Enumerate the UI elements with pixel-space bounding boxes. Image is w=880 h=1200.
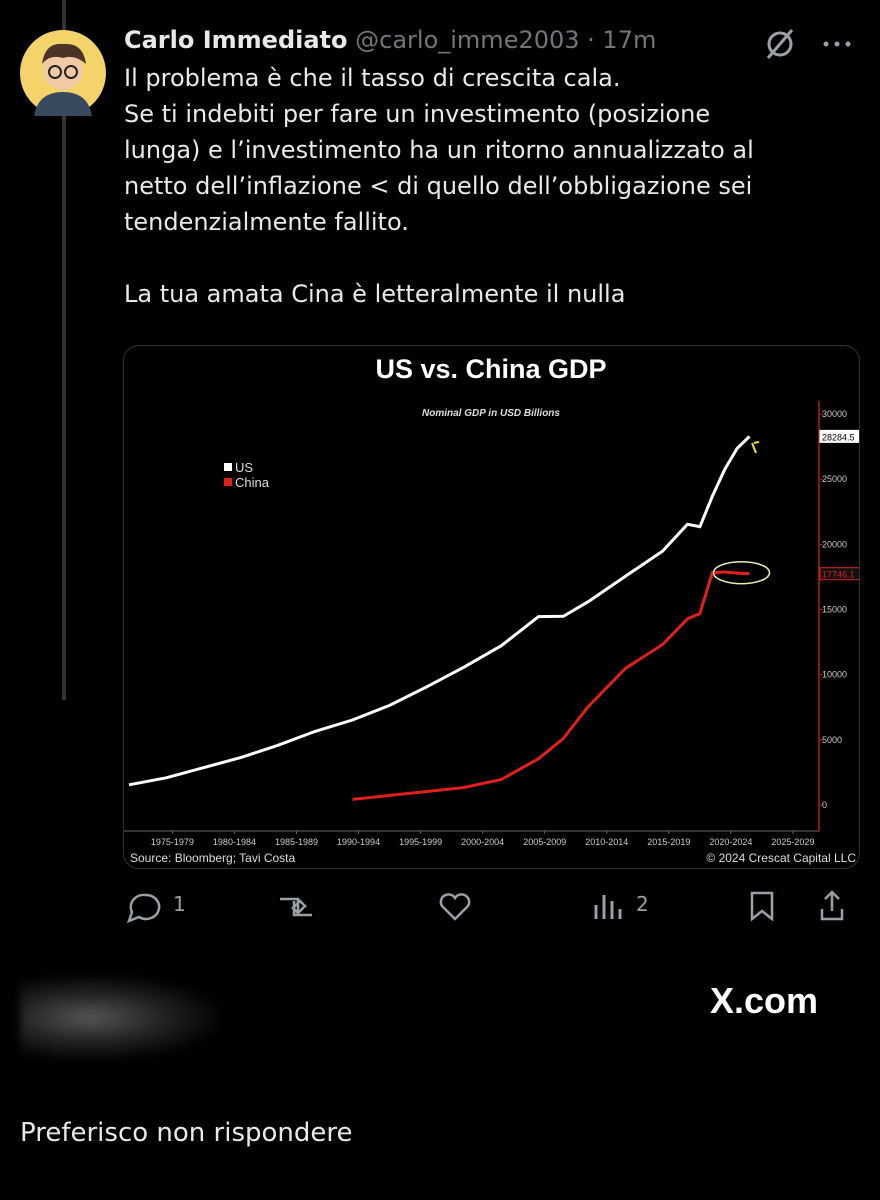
chart-source: Source: Bloomberg; Tavi Costa [130, 851, 296, 865]
end-label: 17746.1 [822, 570, 855, 580]
text-line: lunga) e l’investimento ha un ritorno an… [124, 136, 754, 164]
avatar[interactable] [20, 30, 106, 116]
tweet-image[interactable]: US vs. China GDP Nominal GDP in USD Bill… [123, 345, 860, 869]
x-tick-label: 2010-2014 [585, 837, 628, 847]
chart-title: US vs. China GDP [375, 354, 606, 384]
y-tick-label: 25000 [822, 474, 847, 484]
y-tick-label: 0 [822, 800, 827, 810]
y-tick-label: 5000 [822, 735, 842, 745]
text-line: tendenzialmente fallito. [124, 208, 409, 236]
x-tick-label: 2020-2024 [709, 837, 752, 847]
series-line [352, 570, 750, 801]
handle[interactable]: @carlo_imme2003 [355, 26, 580, 54]
tweet-header: Carlo Immediato @carlo_imme2003 · 17m [124, 26, 656, 54]
y-tick-label: 10000 [822, 670, 847, 680]
text-line: La tua amata Cina è letteralmente il nul… [124, 280, 626, 308]
x-tick-label: 1985-1989 [275, 837, 318, 847]
legend-label: China [235, 475, 270, 490]
watermark: X.com [710, 980, 819, 1021]
chart-subtitle: Nominal GDP in USD Billions [422, 408, 560, 419]
highlight [712, 560, 771, 585]
like-button[interactable] [439, 893, 471, 921]
end-label-box [819, 567, 859, 581]
tweet-text: Il problema è che il tasso di crescita c… [124, 60, 754, 312]
thread-line [62, 0, 66, 700]
end-label-box [819, 429, 859, 443]
x-tick-label: 2005-2009 [523, 837, 566, 847]
legend-label: US [235, 460, 253, 475]
chart-copyright: © 2024 Crescat Capital LLC [706, 851, 856, 865]
header-icons[interactable] [760, 28, 860, 60]
y-tick-label: 30000 [822, 409, 847, 419]
views-button[interactable] [594, 895, 622, 919]
y-tick-label: 15000 [822, 604, 847, 614]
text-line: netto dell’inflazione < di quello dell’o… [124, 172, 753, 200]
x-tick-label: 2025-2029 [771, 837, 814, 847]
legend-swatch [224, 478, 232, 486]
x-tick-label: 2015-2019 [647, 837, 690, 847]
reply-count: 1 [173, 892, 186, 916]
end-label: 28284.5 [822, 432, 855, 442]
legend-swatch [224, 463, 232, 471]
blurred-profile [20, 975, 220, 1060]
x-tick-label: 1990-1994 [337, 837, 380, 847]
text-line: Il problema è che il tasso di crescita c… [124, 64, 621, 92]
x-tick-label: 2000-2004 [461, 837, 504, 847]
x-tick-label: 1995-1999 [399, 837, 442, 847]
arrow [751, 441, 760, 454]
share-button[interactable] [820, 890, 844, 921]
x-tick-label: 1975-1979 [151, 837, 194, 847]
time: · 17m [587, 26, 657, 54]
view-count: 2 [636, 892, 649, 916]
action-bar [126, 890, 844, 924]
series-line [128, 435, 751, 787]
author[interactable]: Carlo Immediato [124, 26, 348, 54]
x-tick-label: 1980-1984 [213, 837, 256, 847]
bookmark-button[interactable] [750, 891, 774, 922]
reply-text: Preferisco non rispondere [20, 1118, 353, 1148]
chart: US vs. China GDP Nominal GDP in USD Bill… [124, 354, 859, 865]
y-tick-label: 20000 [822, 539, 847, 549]
reply-button[interactable] [126, 893, 161, 924]
retweet-button[interactable] [280, 897, 312, 917]
text-line: Se ti indebiti per fare un investimento … [124, 100, 711, 128]
